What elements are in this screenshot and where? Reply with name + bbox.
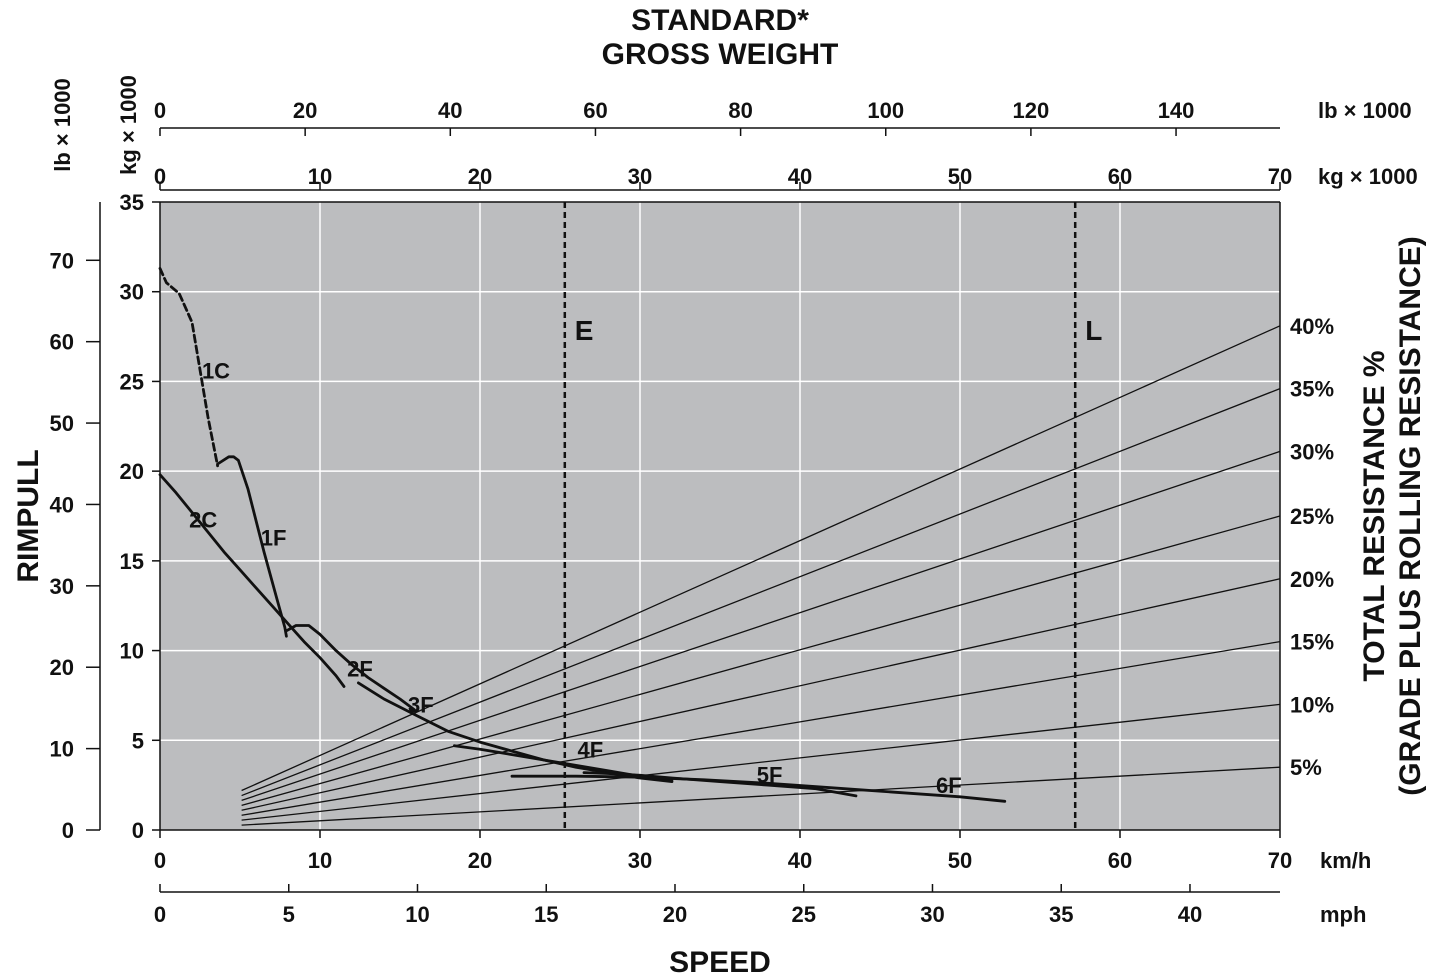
weight-kg-tick-label: 50 bbox=[948, 164, 972, 189]
rimpull-lb-tick-label: 60 bbox=[50, 330, 74, 355]
weight-marker-label: L bbox=[1085, 315, 1102, 346]
rimpull-lb-tick-label: 40 bbox=[50, 492, 74, 517]
weight-kg-tick-label: 30 bbox=[628, 164, 652, 189]
rimpull-kg-tick-label: 15 bbox=[120, 549, 144, 574]
rimpull-kg-tick-label: 0 bbox=[132, 818, 144, 843]
weight-kg-tick-label: 20 bbox=[468, 164, 492, 189]
curve-label-1c: 1C bbox=[202, 359, 230, 384]
speed-kmh-tick-label: 50 bbox=[948, 848, 972, 873]
x-axis-title: SPEED bbox=[669, 946, 771, 978]
weight-kg-tick-label: 0 bbox=[154, 164, 166, 189]
speed-kmh-unit: km/h bbox=[1320, 848, 1371, 873]
weight-lb-tick-label: 0 bbox=[154, 98, 166, 123]
speed-mph-tick-label: 20 bbox=[663, 902, 687, 927]
weight-lb-tick-label: 40 bbox=[438, 98, 462, 123]
speed-kmh-tick-label: 70 bbox=[1268, 848, 1292, 873]
resistance-line bbox=[241, 388, 1281, 797]
resistance-label: 5% bbox=[1290, 755, 1322, 780]
weight-kg-tick-label: 10 bbox=[308, 164, 332, 189]
speed-kmh-tick-label: 40 bbox=[788, 848, 812, 873]
speed-mph-tick-label: 25 bbox=[791, 902, 815, 927]
curve-6f bbox=[510, 774, 1007, 803]
resistance-lines bbox=[241, 325, 1281, 826]
rimpull-kg-tick-label: 5 bbox=[132, 728, 144, 753]
curve-label-4f: 4F bbox=[578, 737, 604, 762]
curve-1c bbox=[158, 266, 220, 468]
speed-mph-tick-label: 35 bbox=[1049, 902, 1073, 927]
resistance-line bbox=[241, 578, 1281, 811]
axes bbox=[86, 127, 1281, 893]
resistance-label: 30% bbox=[1290, 439, 1334, 464]
weight-kg-unit-vertical: kg × 1000 bbox=[116, 75, 141, 175]
rimpull-kg-tick-label: 25 bbox=[120, 369, 144, 394]
rimpull-lb-tick-label: 0 bbox=[62, 818, 74, 843]
speed-kmh-tick-label: 60 bbox=[1108, 848, 1132, 873]
y-axis-title: RIMPULL bbox=[12, 449, 45, 582]
speed-mph-tick-label: 10 bbox=[405, 902, 429, 927]
chart-texts: 5% 10% 15% 20% 25% 30% 35% 40% E L 1C 1F 2C 2F 3F 4F 5F 6… bbox=[12, 4, 1427, 978]
weight-lb-tick-label: 140 bbox=[1158, 98, 1195, 123]
speed-mph-tick-label: 30 bbox=[920, 902, 944, 927]
rimpull-kg-tick-label: 20 bbox=[120, 459, 144, 484]
speed-mph-tick-label: 15 bbox=[534, 902, 558, 927]
rimpull-kg-tick-label: 10 bbox=[120, 639, 144, 664]
rimpull-lb-tick-label: 20 bbox=[50, 655, 74, 680]
resistance-line bbox=[241, 703, 1281, 821]
y2-axis-title-line2: (GRADE PLUS ROLLING RESISTANCE) bbox=[1394, 236, 1427, 795]
resistance-label: 20% bbox=[1290, 567, 1334, 592]
curve-label-2c: 2C bbox=[189, 508, 217, 533]
weight-lb-tick-label: 100 bbox=[867, 98, 904, 123]
chart-title-line1: STANDARD* bbox=[631, 4, 809, 37]
grid bbox=[160, 202, 1280, 830]
speed-mph-tick-label: 0 bbox=[154, 902, 166, 927]
rimpull-lb-tick-label: 30 bbox=[50, 574, 74, 599]
speed-kmh-tick-label: 20 bbox=[468, 848, 492, 873]
rimpull-curves bbox=[158, 266, 1007, 803]
weight-kg-unit: kg × 1000 bbox=[1318, 164, 1418, 189]
weight-kg-tick-label: 70 bbox=[1268, 164, 1292, 189]
resistance-line bbox=[241, 766, 1281, 826]
weight-lb-tick-label: 120 bbox=[1013, 98, 1050, 123]
speed-mph-unit: mph bbox=[1320, 902, 1366, 927]
resistance-line bbox=[241, 640, 1281, 816]
chart-title-line2: GROSS WEIGHT bbox=[602, 38, 839, 71]
resistance-label: 15% bbox=[1290, 630, 1334, 655]
weight-marker-label: E bbox=[575, 315, 594, 346]
resistance-line bbox=[241, 515, 1281, 807]
speed-mph-tick-label: 5 bbox=[283, 902, 295, 927]
curve-label-5f: 5F bbox=[757, 762, 783, 787]
resistance-label: 10% bbox=[1290, 692, 1334, 717]
resistance-line bbox=[241, 450, 1281, 802]
weight-lb-tick-label: 60 bbox=[583, 98, 607, 123]
resistance-label: 35% bbox=[1290, 377, 1334, 402]
y2-axis-title-line1: TOTAL RESISTANCE % bbox=[1358, 350, 1391, 681]
curve-label-3f: 3F bbox=[408, 692, 434, 717]
curve-label-2f: 2F bbox=[347, 657, 373, 682]
rimpull-lb-tick-label: 10 bbox=[50, 737, 74, 762]
curve-2f bbox=[284, 624, 416, 712]
weight-markers bbox=[563, 202, 1077, 830]
rimpull-lb-tick-label: 70 bbox=[50, 248, 74, 273]
rimpull-kg-tick-label: 35 bbox=[120, 190, 144, 215]
weight-kg-tick-label: 40 bbox=[788, 164, 812, 189]
weight-lb-tick-label: 20 bbox=[293, 98, 317, 123]
curve-2c bbox=[158, 473, 346, 688]
weight-kg-tick-label: 60 bbox=[1108, 164, 1132, 189]
rimpull-lb-tick-label: 50 bbox=[50, 411, 74, 436]
resistance-label: 40% bbox=[1290, 314, 1334, 339]
weight-lb-unit: lb × 1000 bbox=[1318, 98, 1412, 123]
speed-kmh-tick-label: 10 bbox=[308, 848, 332, 873]
rimpull-lb-unit-label: lb × 1000 bbox=[50, 78, 75, 172]
weight-lb-tick-label: 80 bbox=[728, 98, 752, 123]
speed-kmh-tick-label: 30 bbox=[628, 848, 652, 873]
speed-kmh-tick-label: 0 bbox=[154, 848, 166, 873]
rimpull-kg-tick-label: 30 bbox=[120, 280, 144, 305]
curve-label-1f: 1F bbox=[261, 526, 287, 551]
curve-label-6f: 6F bbox=[936, 773, 962, 798]
speed-mph-tick-label: 40 bbox=[1178, 902, 1202, 927]
resistance-label: 25% bbox=[1290, 504, 1334, 529]
